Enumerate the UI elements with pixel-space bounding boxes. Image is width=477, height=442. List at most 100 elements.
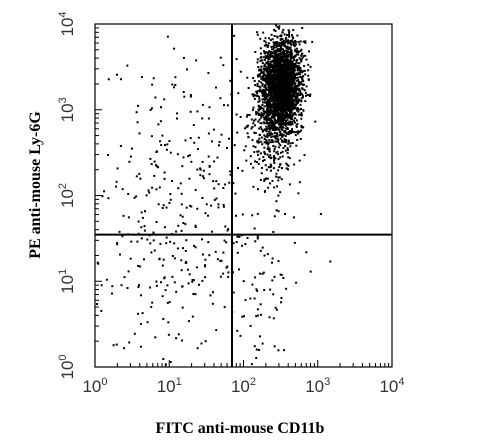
event-point	[282, 85, 285, 88]
event-point	[277, 146, 280, 149]
event-point	[282, 126, 285, 129]
event-point	[121, 235, 124, 238]
event-point	[290, 80, 293, 83]
event-point	[107, 154, 110, 156]
event-point	[291, 142, 294, 144]
event-point	[207, 132, 210, 135]
event-point	[269, 157, 272, 160]
event-point	[304, 73, 307, 76]
event-point	[288, 157, 291, 160]
event-point	[311, 40, 314, 43]
event-point	[149, 109, 152, 111]
event-point	[280, 84, 283, 87]
event-point	[285, 104, 288, 107]
event-point	[217, 203, 220, 206]
event-point	[290, 111, 293, 114]
event-point	[299, 89, 302, 92]
event-point	[265, 120, 268, 123]
event-point	[258, 69, 261, 72]
event-point	[262, 56, 265, 59]
event-point	[281, 64, 284, 67]
event-point	[300, 83, 303, 85]
event-point	[277, 107, 280, 110]
event-point	[270, 60, 273, 63]
event-point	[152, 77, 155, 80]
event-point	[254, 276, 257, 279]
event-point	[139, 177, 142, 180]
event-point	[300, 54, 303, 57]
event-point	[277, 58, 280, 61]
event-point	[271, 113, 274, 116]
event-point	[293, 113, 296, 116]
event-point	[277, 260, 280, 263]
event-point	[271, 83, 273, 86]
event-point	[120, 284, 123, 287]
event-point	[194, 293, 197, 296]
event-point	[288, 116, 291, 119]
event-point	[288, 106, 291, 109]
event-point	[266, 74, 269, 77]
event-point	[282, 53, 285, 56]
event-point	[309, 270, 312, 273]
event-point	[175, 230, 178, 233]
event-point	[293, 163, 296, 166]
event-point	[291, 104, 294, 107]
event-point	[200, 342, 203, 345]
event-point	[256, 140, 259, 143]
event-point	[260, 65, 263, 68]
event-point	[266, 128, 268, 131]
event-point	[256, 308, 259, 311]
event-point	[264, 97, 267, 100]
event-point	[251, 125, 254, 128]
event-point	[296, 76, 299, 79]
event-point	[266, 148, 269, 150]
event-point	[257, 188, 259, 191]
event-point	[273, 55, 276, 58]
event-point	[278, 68, 281, 71]
event-point	[260, 313, 262, 316]
event-point	[286, 34, 288, 36]
event-point	[265, 44, 268, 46]
event-point	[298, 72, 300, 75]
event-point	[272, 95, 275, 98]
event-point	[285, 78, 288, 81]
event-point	[256, 31, 259, 34]
event-point	[270, 51, 273, 53]
event-point	[287, 142, 290, 145]
event-point	[266, 111, 269, 113]
event-point	[285, 36, 288, 39]
event-point	[296, 99, 299, 102]
event-point	[266, 70, 269, 73]
event-point	[268, 37, 271, 40]
event-point	[193, 141, 196, 144]
event-point	[139, 265, 142, 268]
event-point	[288, 65, 291, 67]
event-point	[194, 246, 197, 249]
event-point	[186, 68, 188, 71]
event-point	[201, 160, 204, 163]
event-point	[277, 117, 280, 120]
event-point	[294, 41, 297, 44]
event-point	[211, 302, 214, 305]
event-point	[286, 58, 289, 61]
event-point	[236, 251, 239, 254]
event-point	[275, 87, 278, 89]
event-point	[292, 92, 295, 95]
event-point	[173, 86, 175, 89]
event-point	[282, 44, 285, 47]
event-point	[294, 48, 297, 51]
event-point	[155, 164, 158, 167]
event-point	[229, 173, 232, 176]
event-point	[210, 204, 213, 207]
event-point	[281, 122, 284, 125]
event-point	[261, 101, 264, 104]
event-point	[270, 85, 273, 87]
event-point	[303, 154, 306, 157]
event-point	[158, 258, 161, 261]
event-point	[255, 315, 258, 318]
event-point	[261, 62, 264, 64]
event-point	[153, 160, 156, 163]
event-point	[283, 116, 286, 119]
event-point	[257, 66, 260, 68]
